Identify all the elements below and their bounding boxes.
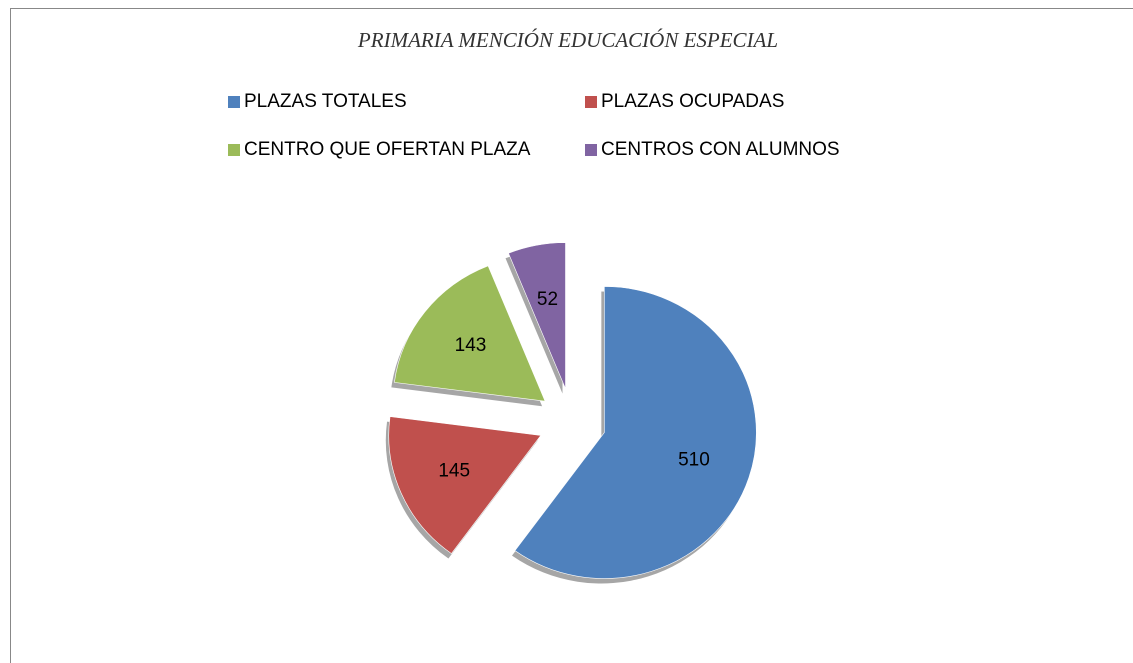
legend-swatch <box>585 144 597 156</box>
slice <box>388 416 542 554</box>
data-label: 510 <box>678 449 710 470</box>
legend-swatch <box>228 144 240 156</box>
legend-label: PLAZAS OCUPADAS <box>601 91 784 112</box>
data-label: 145 <box>438 460 470 481</box>
slice <box>508 242 566 389</box>
legend-label: CENTROS CON ALUMNOS <box>601 139 840 160</box>
legend-swatch <box>585 96 597 108</box>
legend-swatch <box>228 96 240 108</box>
legend-label: CENTRO QUE OFERTAN PLAZA <box>244 139 531 160</box>
slice <box>514 286 757 579</box>
slice <box>394 265 546 402</box>
data-label: 52 <box>537 289 558 310</box>
legend-label: PLAZAS TOTALES <box>244 91 407 112</box>
chart-title: PRIMARIA MENCIÓN EDUCACIÓN ESPECIAL <box>357 28 778 52</box>
data-label: 143 <box>455 335 487 356</box>
